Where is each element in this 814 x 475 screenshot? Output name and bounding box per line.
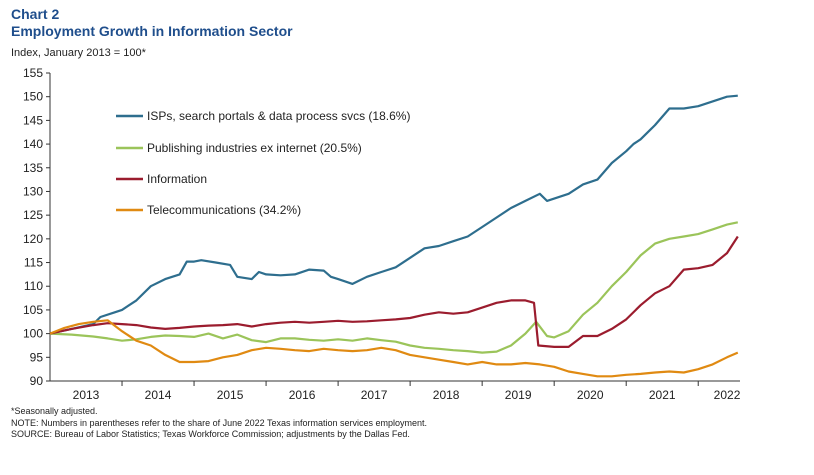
y-tick-label: 90 [30,374,44,388]
series-line-2 [49,235,739,348]
y-tick-label: 120 [23,232,43,246]
x-tick-label: 2014 [145,388,172,402]
legend-label-2: Information [147,172,207,186]
y-tick-label: 95 [30,350,44,364]
y-tick-label: 125 [23,208,43,222]
y-tick-label: 115 [24,256,43,270]
footnote-seasonal: *Seasonally adjusted. [11,406,98,416]
chart-label: Chart 2 [11,6,60,22]
y-tick-label: 140 [23,137,43,151]
x-tick-label: 2018 [433,388,460,402]
y-tick-label: 150 [23,90,43,104]
y-tick-label: 100 [23,327,43,341]
y-tick-label: 155 [23,66,43,80]
x-tick-label: 2021 [649,388,676,402]
y-tick-label: 105 [23,303,43,317]
legend-label-1: Publishing industries ex internet (20.5%… [147,141,362,155]
y-axis-label: Index, January 2013 = 100* [11,47,146,59]
series-line-1 [49,221,739,354]
footnote-note: NOTE: Numbers in parentheses refer to th… [11,417,428,428]
legend-label-3: Telecommunications (34.2%) [147,203,301,217]
x-tick-label: 2016 [289,388,316,402]
y-tick-label: 130 [23,184,43,198]
legend-label-0: ISPs, search portals & data process svcs… [147,109,410,123]
x-tick-label: 2015 [217,388,244,402]
footnote-source: SOURCE: Bureau of Labor Statistics; Texa… [11,429,410,439]
x-tick-label: 2017 [361,388,388,402]
series-line-0 [49,94,738,335]
series-line-3 [49,319,739,378]
x-tick-label: 2022 [714,388,741,402]
y-tick-label: 135 [23,161,43,175]
footnotes: *Seasonally adjusted. NOTE: Numbers in p… [11,406,427,441]
y-tick-label: 145 [23,113,43,127]
x-tick-label: 2013 [73,388,100,402]
x-tick-label: 2019 [505,388,532,402]
chart-title: Employment Growth in Information Sector [11,23,293,39]
x-tick-label: 2020 [577,388,604,402]
y-tick-label: 110 [24,279,43,293]
